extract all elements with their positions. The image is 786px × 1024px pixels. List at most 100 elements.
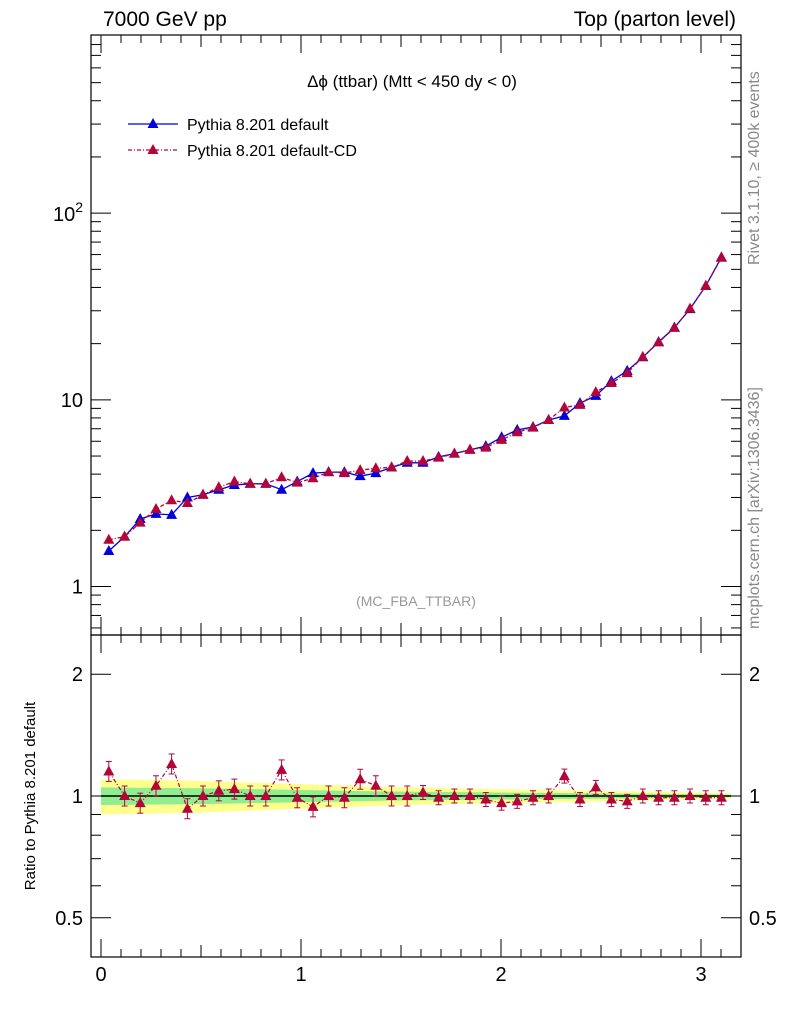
y-tick-label: 1 xyxy=(72,577,83,599)
x-tick-label: 3 xyxy=(695,964,706,986)
header-right: Top (parton level) xyxy=(573,8,736,31)
data-point-series2 xyxy=(637,350,649,361)
data-point-series2 xyxy=(448,447,460,458)
data-point-series2 xyxy=(605,377,617,388)
ratio-series xyxy=(103,753,727,820)
data-point-series2 xyxy=(621,367,633,378)
main-plot: 1 10 102 Δϕ (ttbar) (Mtt < 450 dy < 0) (MC… xyxy=(53,34,742,636)
main-title: Δϕ (ttbar) (Mtt < 450 dy < 0) xyxy=(307,72,517,91)
ratio-y-tick-label-right: 1 xyxy=(749,786,760,808)
ratio-data-point xyxy=(543,790,555,800)
x-tick-label: 2 xyxy=(495,964,506,986)
data-point-series2 xyxy=(260,477,272,488)
data-point-series2 xyxy=(511,426,523,437)
x-tick-label: 0 xyxy=(95,964,106,986)
watermark: (MC_FBA_TTBAR) xyxy=(356,593,476,609)
data-point-series2 xyxy=(150,503,162,514)
data-point-series2 xyxy=(103,533,115,544)
ratio-data-point xyxy=(307,800,319,811)
ratio-data-point xyxy=(276,763,288,774)
ratio-ylabel: Ratio to Pythia 8.201 default xyxy=(22,701,39,890)
ratio-data-point xyxy=(637,790,649,800)
data-point-series2 xyxy=(197,488,209,499)
y-tick-label: 102 xyxy=(53,199,83,226)
ratio-data-point xyxy=(417,786,429,797)
ratio-data-point xyxy=(590,781,602,792)
data-point-series2 xyxy=(307,472,319,483)
ratio-data-point xyxy=(323,790,335,800)
ratio-ticks: 0.5 0.5 1 1 2 2 0 1 2 3 xyxy=(55,635,777,986)
ratio-band xyxy=(101,779,731,815)
data-point-series2 xyxy=(119,530,131,541)
ratio-series-line xyxy=(108,762,722,810)
ratio-y-tick-label-left: 0.5 xyxy=(55,908,83,930)
ratio-data-point xyxy=(370,779,382,790)
ratio-data-point xyxy=(496,797,508,808)
ratio-y-tick-label-right: 2 xyxy=(749,664,760,686)
ratio-data-point xyxy=(197,790,209,800)
data-point-series2 xyxy=(574,398,586,409)
data-point-series2 xyxy=(700,279,712,290)
ratio-data-point xyxy=(558,770,570,781)
ratio-data-point xyxy=(401,790,413,800)
ratio-y-tick-label-left: 2 xyxy=(72,664,83,686)
ratio-data-point xyxy=(700,791,712,802)
ratio-data-point xyxy=(433,791,445,802)
series-line-1 xyxy=(108,257,722,552)
data-point-series2 xyxy=(433,451,445,462)
series-line-2 xyxy=(108,257,722,541)
header-left: 7000 GeV pp xyxy=(103,8,227,31)
data-point-series2 xyxy=(558,401,570,412)
data-point-series1 xyxy=(103,544,115,555)
ratio-data-point xyxy=(668,791,680,802)
legend-entry-series2: Pythia 8.201 default-CD xyxy=(128,143,357,160)
data-point-series2 xyxy=(543,413,555,424)
ratio-data-point xyxy=(228,783,240,794)
data-point-series2 xyxy=(338,467,350,478)
legend-label-series2: Pythia 8.201 default-CD xyxy=(187,143,357,160)
ratio-data-point xyxy=(511,795,523,806)
data-point-series2 xyxy=(668,321,680,332)
ratio-data-point xyxy=(166,757,178,768)
data-point-series2 xyxy=(590,386,602,397)
data-point-series2 xyxy=(291,476,303,487)
data-point-series2 xyxy=(386,461,398,472)
ratio-data-point xyxy=(715,791,727,802)
data-point-series2 xyxy=(323,466,335,477)
ratio-data-point xyxy=(354,773,366,784)
ratio-data-point xyxy=(119,790,131,800)
x-tick-label: 1 xyxy=(295,964,306,986)
ratio-data-point xyxy=(244,790,256,800)
data-point-series1 xyxy=(354,470,366,481)
data-point-series1 xyxy=(276,483,288,494)
data-point-series1 xyxy=(558,409,570,420)
data-point-series2 xyxy=(401,455,413,466)
ratio-data-point xyxy=(653,791,665,802)
data-point-series1 xyxy=(166,508,178,519)
ratio-data-point xyxy=(527,791,539,802)
data-point-series2 xyxy=(417,455,429,466)
data-point-series2 xyxy=(134,516,146,527)
ratio-data-point xyxy=(464,790,476,800)
data-point-series2 xyxy=(527,421,539,432)
y-tick-label: 10 xyxy=(61,390,83,412)
data-point-series2 xyxy=(276,471,288,482)
ratio-data-point xyxy=(386,790,398,800)
ratio-data-point xyxy=(684,790,696,800)
ratio-plot: 0.5 0.5 1 1 2 2 0 1 2 3 Ratio to Pythia 8.201 def… xyxy=(22,634,777,986)
ratio-data-point xyxy=(134,797,146,808)
data-point-series2 xyxy=(213,481,225,492)
legend: Pythia 8.201 default Pythia 8.201 defaul… xyxy=(128,117,357,160)
data-point-series1 xyxy=(181,491,193,502)
data-point-series2 xyxy=(464,443,476,454)
ratio-data-point xyxy=(103,765,115,776)
ratio-y-tick-label-right: 0.5 xyxy=(749,908,777,930)
ratio-data-point xyxy=(291,791,303,802)
data-point-series2 xyxy=(166,494,178,505)
ratio-data-point xyxy=(213,784,225,795)
legend-entry-series1: Pythia 8.201 default xyxy=(128,117,329,134)
main-series xyxy=(103,251,727,555)
ratio-data-point xyxy=(338,791,350,802)
ratio-data-point xyxy=(605,793,617,804)
